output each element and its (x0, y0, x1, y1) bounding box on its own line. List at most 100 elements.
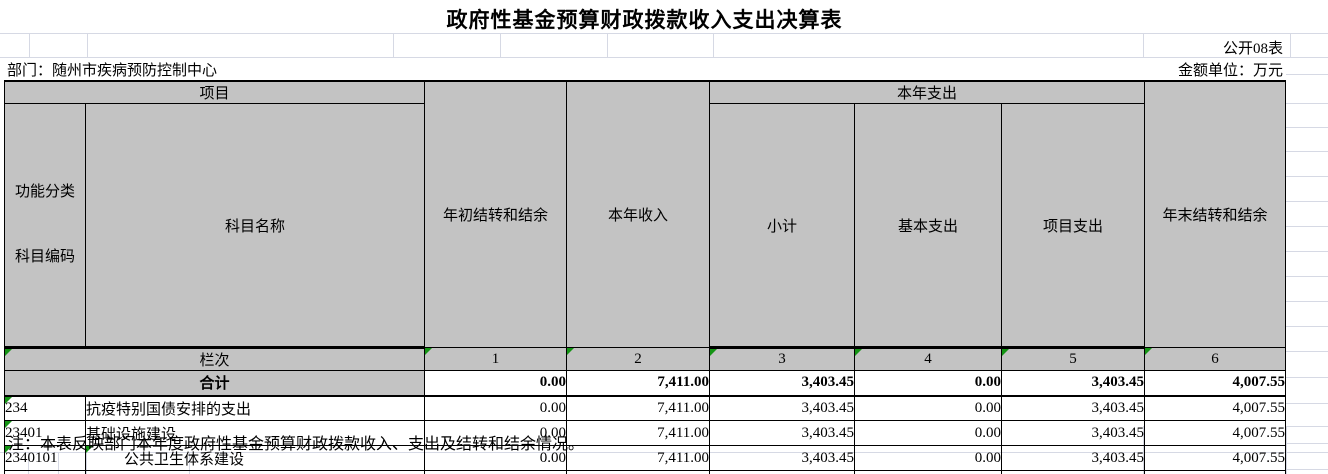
budget-table: 项目 年初结转和结余 本年收入 本年支出 年末结转和结余 功能分类 科目编码 科… (3, 80, 1287, 474)
subject-name-cell[interactable]: 抗疫特别国债安排的支出 (84, 395, 426, 421)
header-function-code-line2: 科目编码 (14, 248, 75, 265)
column-number: 6 (1211, 350, 1219, 367)
error-marker-icon (5, 446, 12, 453)
column-index-label-cell[interactable]: 栏次 (3, 347, 426, 371)
value-cell[interactable]: 3,403.45 (1001, 420, 1146, 446)
total-label[interactable]: 合计 (3, 370, 426, 397)
function-code: 23401 (5, 424, 43, 441)
value-cell[interactable]: 4,007.55 (1144, 445, 1287, 471)
column-number: 3 (778, 351, 786, 367)
empty-cell[interactable] (854, 470, 1003, 474)
value-cell[interactable]: 3,403.45 (1001, 445, 1146, 471)
header-project[interactable]: 项目 (3, 80, 426, 104)
function-code-cell[interactable]: 2340101 (4, 445, 86, 471)
column-number-cell[interactable]: 5 (1001, 347, 1146, 371)
empty-cell[interactable] (1144, 470, 1287, 474)
sheet-number-label[interactable]: 公开08表 (1222, 41, 1283, 57)
error-marker-icon (1145, 348, 1153, 355)
column-number-cell[interactable]: 2 (566, 347, 711, 371)
value-cell[interactable]: 4,007.55 (1144, 395, 1287, 421)
total-value[interactable]: 0.00 (424, 370, 568, 397)
header-basic-expense[interactable]: 基本支出 (854, 103, 1003, 349)
subject-name-cell[interactable]: 公共卫生体系建设 (84, 445, 426, 471)
table-row-empty (4, 470, 1287, 474)
value-cell[interactable]: 0.00 (854, 420, 1003, 446)
header-opening-balance[interactable]: 年初结转和结余 (424, 80, 568, 348)
empty-cell[interactable] (4, 470, 86, 474)
empty-cell[interactable] (709, 470, 856, 474)
total-row: 合计 0.00 7,411.00 3,403.45 0.00 3,403.45 … (3, 370, 1287, 397)
subject-name: 抗疫特别国债安排的支出 (86, 401, 252, 418)
value-cell[interactable]: 0.00 (854, 445, 1003, 471)
gridline (1286, 426, 1328, 427)
header-function-code[interactable]: 功能分类 科目编码 (4, 103, 86, 349)
column-number: 1 (491, 350, 500, 367)
header-subject-name[interactable]: 科目名称 (84, 103, 426, 349)
subject-name: 基础设施建设 (86, 426, 177, 443)
gridline (1286, 469, 1328, 470)
value-cell[interactable]: 3,403.45 (709, 445, 856, 471)
gridline (1290, 33, 1291, 57)
error-marker-icon (5, 349, 12, 356)
department-label[interactable]: 部门：随州市疾病预防控制中心 (7, 63, 218, 79)
column-number-cell[interactable]: 3 (709, 347, 856, 371)
gridline (1286, 251, 1328, 252)
header-closing-balance[interactable]: 年末结转和结余 (1144, 80, 1287, 348)
error-marker-icon (86, 446, 93, 453)
gridline (1286, 74, 1328, 75)
gridline (1286, 103, 1328, 104)
total-value[interactable]: 7,411.00 (566, 370, 711, 397)
gridline (1286, 151, 1328, 152)
value-cell[interactable]: 0.00 (424, 395, 568, 421)
empty-cell[interactable] (424, 470, 568, 474)
gridline (1286, 351, 1328, 352)
value-cell[interactable]: 4,007.55 (1144, 420, 1287, 446)
subject-name: 公共卫生体系建设 (124, 451, 245, 468)
table-row: 2340101 公共卫生体系建设 0.00 7,411.00 3,403.45 … (4, 445, 1287, 471)
gridline (500, 33, 501, 57)
value-cell[interactable]: 3,403.45 (1001, 395, 1146, 421)
error-marker-icon (5, 396, 12, 404)
total-value[interactable]: 4,007.55 (1144, 370, 1287, 397)
value-cell[interactable]: 0.00 (854, 395, 1003, 421)
gridline (1286, 426, 1287, 474)
column-number-cell[interactable]: 4 (854, 347, 1003, 371)
value-cell[interactable]: 7,411.00 (566, 395, 711, 421)
gridline (607, 33, 608, 57)
column-number-cell[interactable]: 6 (1144, 347, 1287, 371)
column-number: 2 (634, 350, 642, 367)
value-cell[interactable]: 7,411.00 (566, 420, 711, 446)
empty-cell[interactable] (1001, 470, 1146, 474)
total-value[interactable]: 0.00 (854, 370, 1003, 397)
gridline (29, 33, 30, 57)
function-code-cell[interactable]: 234 (4, 395, 86, 421)
header-project-expense[interactable]: 项目支出 (1001, 103, 1146, 349)
error-marker-icon (425, 348, 433, 355)
column-number-cell[interactable]: 1 (424, 347, 568, 371)
gridline (1286, 127, 1328, 128)
value-cell[interactable]: 3,403.45 (709, 395, 856, 421)
header-current-expense[interactable]: 本年支出 (709, 80, 1146, 104)
column-number: 5 (1069, 351, 1077, 367)
unit-label[interactable]: 金额单位：万元 (1177, 63, 1283, 79)
empty-cell[interactable] (566, 470, 711, 474)
gridline (87, 33, 88, 57)
total-value[interactable]: 3,403.45 (709, 370, 856, 397)
note-text[interactable]: 注：本表反映部门本年度政府性基金预算财政拨款收入、支出及结转和结余情况。 (8, 436, 585, 453)
gridline (0, 57, 1328, 58)
value-cell[interactable]: 7,411.00 (566, 445, 711, 471)
empty-cell[interactable] (84, 470, 426, 474)
gridline (1286, 201, 1328, 202)
page-title[interactable]: 政府性基金预算财政拨款收入支出决算表 (446, 8, 843, 32)
header-subtotal[interactable]: 小计 (709, 103, 856, 349)
header-current-income[interactable]: 本年收入 (566, 80, 711, 348)
error-marker-icon (855, 349, 863, 356)
gridline (1286, 403, 1328, 404)
value-cell[interactable]: 3,403.45 (709, 420, 856, 446)
gridline (713, 33, 714, 57)
gridline (1286, 276, 1328, 277)
gridline (1143, 33, 1144, 57)
total-value[interactable]: 3,403.45 (1001, 370, 1146, 397)
gridline (1286, 326, 1328, 327)
